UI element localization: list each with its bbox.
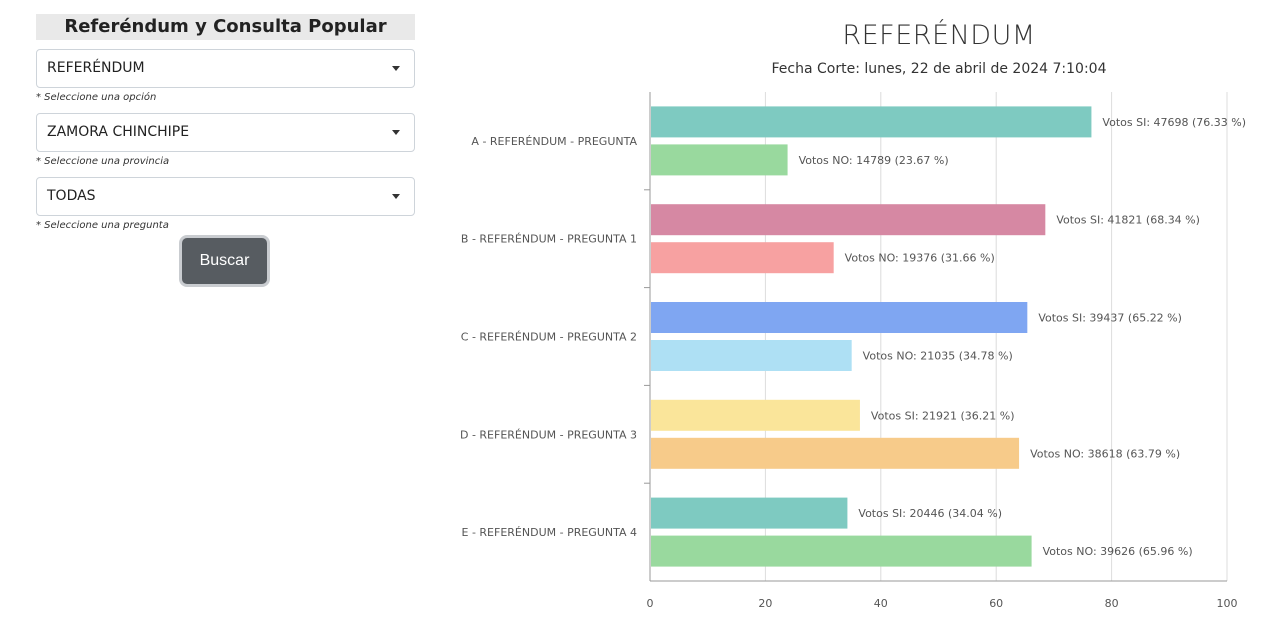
- bar-si[interactable]: [651, 399, 860, 431]
- bar-data-label: Votos NO: 14789 (23.67 %): [799, 154, 949, 167]
- question-select-value: TODAS: [47, 188, 96, 204]
- option-select[interactable]: REFERÉNDUM: [36, 49, 415, 88]
- bar-no[interactable]: [651, 437, 1020, 469]
- bar-data-label: Votos SI: 21921 (36.21 %): [871, 409, 1015, 422]
- x-tick-label: 80: [1105, 597, 1119, 610]
- bar-data-label: Votos SI: 41821 (68.34 %): [1056, 214, 1200, 227]
- bar-si[interactable]: [651, 497, 848, 529]
- caret-down-icon: [392, 194, 400, 199]
- bar-no[interactable]: [651, 535, 1032, 567]
- bar-no[interactable]: [651, 242, 834, 274]
- x-tick-label: 40: [874, 597, 888, 610]
- bar-data-label: Votos NO: 39626 (65.96 %): [1043, 545, 1193, 558]
- category-label: E - REFERÉNDUM - PREGUNTA 4: [462, 526, 638, 539]
- bar-si[interactable]: [651, 302, 1028, 333]
- option-select-value: REFERÉNDUM: [47, 60, 145, 76]
- bar-no[interactable]: [651, 340, 852, 371]
- x-tick-label: 60: [989, 597, 1003, 610]
- bar-si[interactable]: [651, 106, 1092, 138]
- chart-title: REFERÉNDUM: [842, 20, 1036, 51]
- category-label: C - REFERÉNDUM - PREGUNTA 2: [461, 331, 637, 344]
- bar-data-label: Votos NO: 38618 (63.79 %): [1030, 447, 1180, 460]
- bar-data-label: Votos SI: 39437 (65.22 %): [1038, 312, 1182, 325]
- search-button[interactable]: Buscar: [182, 238, 267, 284]
- chart-subtitle: Fecha Corte: lunes, 22 de abril de 2024 …: [771, 61, 1107, 77]
- panel-title: Referéndum y Consulta Popular: [36, 14, 415, 40]
- bar-data-label: Votos NO: 19376 (31.66 %): [845, 252, 995, 265]
- option-hint: * Seleccione una opción: [36, 92, 157, 103]
- category-label: B - REFERÉNDUM - PREGUNTA 1: [461, 233, 637, 246]
- bar-data-label: Votos NO: 21035 (34.78 %): [863, 350, 1013, 363]
- bar-si[interactable]: [651, 204, 1046, 236]
- province-hint: * Seleccione una provincia: [36, 156, 170, 167]
- category-label: D - REFERÉNDUM - PREGUNTA 3: [460, 428, 637, 441]
- caret-down-icon: [392, 130, 400, 135]
- question-hint: * Seleccione una pregunta: [36, 220, 169, 231]
- x-tick-label: 100: [1217, 597, 1238, 610]
- province-select[interactable]: ZAMORA CHINCHIPE: [36, 113, 415, 152]
- bar-data-label: Votos SI: 47698 (76.33 %): [1102, 116, 1246, 129]
- caret-down-icon: [392, 66, 400, 71]
- province-select-value: ZAMORA CHINCHIPE: [47, 124, 190, 140]
- x-tick-label: 20: [758, 597, 772, 610]
- filter-panel: Referéndum y Consulta Popular REFERÉNDUM…: [36, 14, 415, 284]
- bar-data-label: Votos SI: 20446 (34.04 %): [858, 507, 1002, 520]
- x-tick-label: 0: [647, 597, 654, 610]
- category-label: A - REFERÉNDUM - PREGUNTA: [471, 135, 637, 148]
- question-select[interactable]: TODAS: [36, 177, 415, 216]
- bar-no[interactable]: [651, 144, 788, 176]
